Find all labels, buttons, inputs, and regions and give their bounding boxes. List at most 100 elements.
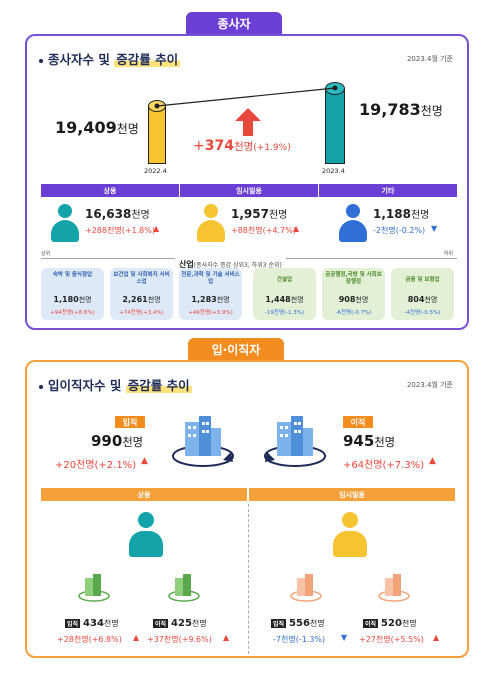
temporary-sep-icon: [378, 574, 410, 602]
industry-4-name: 건설업: [276, 277, 293, 283]
title-bullet-2: [39, 384, 43, 389]
temporary-value: 1,957천명: [231, 206, 287, 221]
prev-total-unit: 천명: [116, 122, 139, 136]
temporary-hire-unit: 천명: [309, 619, 325, 628]
temporary-hire-icon: [290, 574, 322, 602]
temporary-hire-change: -7천명(-1.3%): [273, 635, 326, 644]
regular-hire-up-icon: ▲: [133, 633, 140, 642]
temporary-sep-unit: 천명: [401, 619, 417, 628]
person-icon-regular-2: [129, 512, 163, 558]
hire-total: 990천명: [91, 432, 143, 450]
temporary-hire-value: 입직 556천명: [271, 618, 325, 629]
industry-6-change: -4천명(-0.5%): [404, 310, 441, 316]
regular-hire-unit: 천명: [103, 619, 119, 628]
building-out-icon: [264, 416, 326, 467]
industry-2-value: 2,261천명: [110, 295, 173, 305]
turnover-section-title: 입이직자수 및 증감률 추이: [39, 375, 192, 394]
regular-sep-icon: [168, 574, 200, 602]
person-icon-temporary-2: [333, 512, 367, 558]
group-header-temporary: 임시일용: [249, 488, 455, 501]
title-bullet: [39, 58, 43, 63]
employees-basis: 2023.4월 기준: [406, 55, 453, 63]
industry-6-value: 804천명: [391, 295, 454, 305]
sep-up-icon: ▲: [429, 456, 436, 466]
industry-3-unit: 천명: [216, 296, 230, 304]
industry-2-change: +74천명(+3.4%): [119, 310, 164, 316]
industry-4-unit: 천명: [290, 296, 304, 304]
group-header-regular: 상용: [41, 488, 247, 501]
industry-4-value: 1,448천명: [253, 295, 316, 305]
category-header-other: 기타: [319, 184, 457, 197]
industry-right-label: 하위: [440, 250, 453, 257]
temporary-sep-up-icon: ▲: [433, 633, 440, 642]
regular-hire-icon: [78, 574, 110, 602]
regular-sep-value: 이직 425천명: [153, 618, 207, 629]
total-change-sign: +: [193, 138, 205, 154]
employees-panel: 종사자수 및 증감률 추이 2023.4월 기준 19,409천명 19,783…: [25, 34, 469, 330]
industry-box-4: 건설업 1,448천명 -19천명(-1.3%): [253, 268, 316, 320]
industry-box-3: 전문,과학 및 기술 서비스업 1,283천명 +49천명(+3.9%): [179, 268, 242, 320]
building-in-icon: [172, 416, 234, 467]
industry-3-num: 1,283: [191, 295, 217, 304]
turnover-basis: 2023.4월 기준: [406, 381, 453, 389]
prev-total-value: 19,409: [55, 118, 117, 137]
industry-left-label: 상위: [41, 250, 54, 257]
title-highlight: 증감률 추이: [114, 52, 181, 67]
other-value-num: 1,188: [373, 207, 411, 221]
curr-date: 2023.4: [322, 167, 345, 175]
industry-box-6: 금융 및 보험업 804천명 -4천명(-0.5%): [391, 268, 454, 320]
group-divider: [248, 504, 249, 654]
regular-hire-num: 434: [83, 618, 104, 629]
up-arrow-icon: [235, 108, 261, 136]
industry-2-name: 보건업 및 사회복지 서비스업: [113, 272, 170, 286]
total-change-unit: 천명: [233, 141, 254, 153]
regular-hire-change: +28천명(+6.8%): [57, 635, 122, 644]
industry-2-unit: 천명: [147, 296, 161, 304]
temporary-sep-tag: 이직: [363, 618, 379, 628]
industry-5-name: 공공행정,국방 및 사회보장행정: [325, 272, 382, 286]
total-change-value: 374: [204, 138, 234, 154]
total-change: +374천명(+1.9%): [193, 138, 291, 154]
hire-total-value: 990: [91, 432, 123, 450]
curr-total-unit: 천명: [420, 104, 443, 118]
industry-box-2: 보건업 및 사회복지 서비스업 2,261천명 +74천명(+3.4%): [110, 268, 173, 320]
regular-sep-unit: 천명: [191, 619, 207, 628]
prev-date: 2022.4: [144, 167, 167, 175]
employees-section-title: 종사자수 및 증감률 추이: [39, 49, 181, 68]
industry-5-change: -6천명(-0.7%): [335, 310, 372, 316]
industry-5-unit: 천명: [355, 296, 369, 304]
industry-3-value: 1,283천명: [179, 295, 242, 305]
trend-line: [154, 85, 338, 109]
category-header-temporary: 임시일용: [180, 184, 318, 197]
temporary-hire-down-icon: ▼: [341, 633, 348, 642]
regular-value: 16,638천명: [85, 206, 150, 221]
hire-total-unit: 천명: [122, 436, 144, 449]
turnover-title-highlight: 증감률 추이: [125, 378, 192, 393]
turnover-title-prefix: 입이직자수 및: [48, 378, 126, 393]
curr-cylinder: [325, 82, 345, 164]
sep-total-unit: 천명: [374, 436, 396, 449]
temporary-sep-num: 520: [381, 618, 402, 629]
industry-heading: 산업(종사자수 증감 상위3, 하위3 순위): [175, 252, 286, 271]
hire-up-icon: ▲: [141, 456, 148, 466]
curr-total: 19,783천명: [359, 100, 443, 119]
hire-change: +20천명(+2.1%): [55, 460, 137, 471]
other-value: 1,188천명: [373, 206, 429, 221]
regular-change: +288천명(+1.8%): [85, 226, 155, 235]
turnover-tab[interactable]: 입·이직자: [188, 338, 284, 360]
industry-1-value: 1,180천명: [41, 295, 104, 305]
industry-2-num: 2,261: [122, 295, 148, 304]
regular-hire-value: 입직 434천명: [65, 618, 119, 629]
temporary-hire-num: 556: [289, 618, 310, 629]
title-prefix: 종사자수 및: [48, 52, 115, 67]
industry-5-num: 908: [338, 295, 356, 304]
person-icon-temporary: [197, 204, 225, 244]
temporary-up-icon: ▲: [293, 224, 300, 233]
industry-1-num: 1,180: [53, 295, 79, 304]
temporary-sep-change: +27천명(+5.5%): [359, 635, 424, 644]
other-value-unit: 천명: [410, 210, 430, 221]
other-change: -2천명(-0.2%): [373, 226, 426, 235]
employees-tab[interactable]: 종사자: [186, 12, 282, 34]
temporary-hire-tag: 입직: [271, 618, 287, 628]
industry-1-name: 숙박 및 음식점업: [52, 272, 93, 278]
